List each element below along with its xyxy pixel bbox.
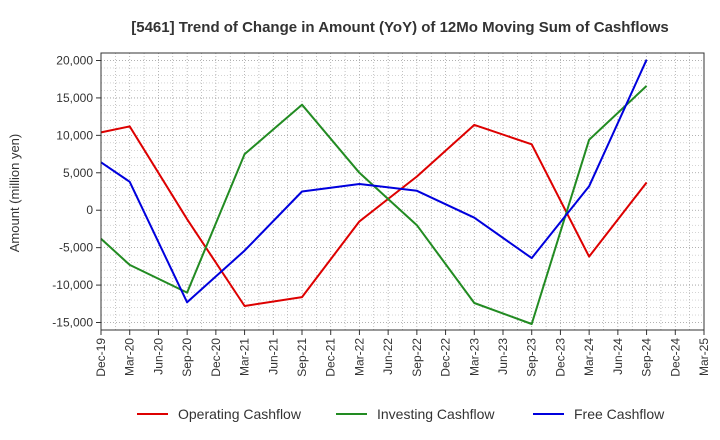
legend-item-free-cashflow: Free Cashflow <box>533 406 665 422</box>
series-line <box>100 59 648 304</box>
x-tick-label: Mar-20 <box>123 338 137 376</box>
y-tick-label: -5,000 <box>59 241 93 255</box>
x-tick-label: Jun-22 <box>381 338 395 375</box>
grid-layer <box>100 52 705 330</box>
x-tick-label: Mar-24 <box>582 338 596 376</box>
x-tick-label: Sep-21 <box>295 338 309 377</box>
y-tick-label: 10,000 <box>56 128 93 142</box>
legend-label: Free Cashflow <box>574 406 665 422</box>
y-tick-label: -10,000 <box>52 278 93 292</box>
x-tick-label: Mar-23 <box>467 338 481 376</box>
series-line <box>100 123 648 307</box>
legend-label: Investing Cashflow <box>377 406 495 422</box>
x-tick-label: Dec-23 <box>553 338 567 377</box>
chart-title: [5461] Trend of Change in Amount (YoY) o… <box>131 19 669 36</box>
series-free-cashflow <box>100 59 648 304</box>
x-tick-label: Dec-20 <box>209 338 223 377</box>
series-operating-cashflow <box>100 123 648 307</box>
x-tick-label: Sep-23 <box>525 338 539 377</box>
x-tick-label: Mar-25 <box>697 338 711 376</box>
y-tick-label: 20,000 <box>56 53 93 67</box>
y-tick-label: 0 <box>86 203 93 217</box>
x-tick-label: Sep-20 <box>180 338 194 377</box>
x-tick-label: Jun-20 <box>151 338 165 375</box>
x-tick-label: Dec-24 <box>668 338 682 377</box>
legend-item-investing-cashflow: Investing Cashflow <box>336 406 495 422</box>
y-tick-label: 15,000 <box>56 91 93 105</box>
y-axis-label: Amount (million yen) <box>7 134 22 253</box>
x-tick-label: Jun-21 <box>266 338 280 375</box>
tick-layer: -15,000 -10,000 -5,000 0 5,000 10,000 15,000 20… <box>52 53 711 376</box>
legend-item-operating-cashflow: Operating Cashflow <box>137 406 302 422</box>
x-tick-label: Mar-22 <box>352 338 366 376</box>
y-tick-label: -15,000 <box>52 316 93 330</box>
x-tick-label: Dec-22 <box>439 338 453 377</box>
series-layer <box>100 59 648 325</box>
x-tick-label: Sep-24 <box>640 338 654 377</box>
x-tick-label: Jun-24 <box>611 338 625 375</box>
series-investing-cashflow <box>100 85 648 325</box>
x-tick-label: Sep-22 <box>410 338 424 377</box>
x-tick-label: Mar-21 <box>238 338 252 376</box>
legend: Operating Cashflow Investing Cashflow Free… <box>137 406 665 422</box>
x-tick-label: Dec-21 <box>324 338 338 377</box>
legend-label: Operating Cashflow <box>178 406 302 422</box>
x-tick-label: Jun-23 <box>496 338 510 375</box>
y-tick-label: 5,000 <box>63 166 93 180</box>
series-line <box>100 85 648 325</box>
x-tick-label: Dec-19 <box>94 338 108 377</box>
plot-frame <box>100 52 705 331</box>
